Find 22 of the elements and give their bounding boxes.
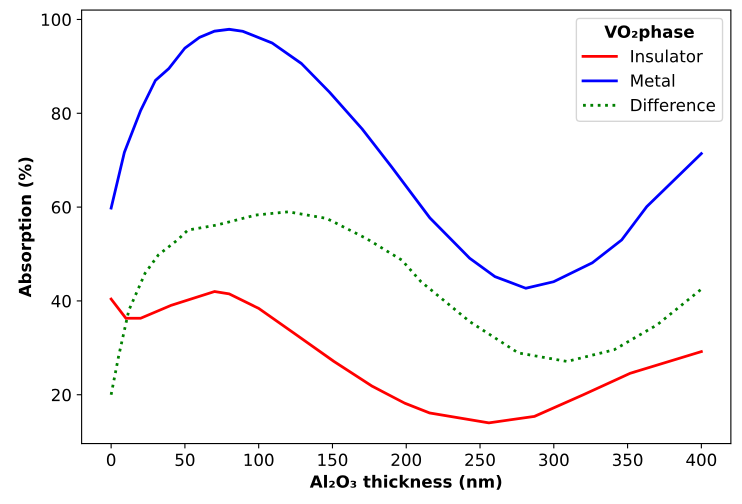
- x-tick-label: 400: [686, 454, 716, 466]
- line-series: [110, 210, 703, 396]
- legend-label: Insulator: [631, 50, 703, 62]
- y-tick-label: 80: [52, 107, 71, 120]
- x-tick-label: 350: [612, 454, 642, 466]
- legend-label: Metal: [631, 74, 674, 87]
- y-tick-label: 20: [52, 388, 71, 402]
- y-tick-label: 40: [52, 294, 71, 308]
- x-tick-label: 150: [318, 454, 348, 466]
- x-tick-label: 250: [465, 454, 495, 466]
- y-tick-label: 60: [52, 201, 71, 214]
- x-tick-label: 100: [244, 454, 274, 466]
- line-series: [110, 290, 703, 424]
- x-tick-label: 300: [539, 454, 569, 466]
- x-tick-label: 200: [392, 454, 422, 466]
- x-axis-title: Al₂O₃ thickness (nm): [310, 474, 502, 490]
- legend-title: VO₂phase: [604, 25, 694, 42]
- y-axis-title: Absorption (%): [18, 158, 35, 298]
- x-tick-label: 0: [106, 454, 116, 466]
- x-tick-label: 50: [176, 454, 194, 466]
- y-tick-label: 100: [42, 13, 71, 26]
- legend-label: Difference: [631, 98, 715, 112]
